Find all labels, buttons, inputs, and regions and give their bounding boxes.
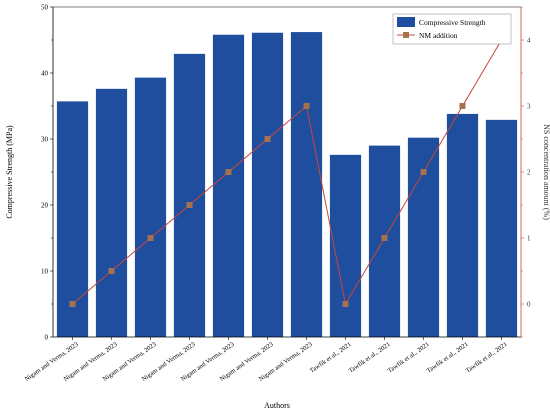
data-point <box>459 103 466 109</box>
y-tick-label: 40 <box>41 70 49 78</box>
data-point <box>108 268 115 274</box>
bar <box>56 101 89 337</box>
data-point <box>420 169 427 175</box>
data-point <box>342 301 349 307</box>
y2-tick-label: 4 <box>527 37 531 45</box>
x-tick-label: Tawfik et al., 2021 <box>387 341 431 375</box>
y-tick-label: 0 <box>45 334 49 342</box>
bar <box>134 77 167 338</box>
bar-group <box>56 32 518 338</box>
series-line <box>72 39 502 306</box>
y2-tick-label: 2 <box>527 169 531 177</box>
bar <box>173 53 206 338</box>
y-tick-label: 50 <box>41 4 49 12</box>
legend-bar-swatch <box>397 17 415 27</box>
data-point <box>264 136 271 142</box>
y-axis-label: Compressive Strength (MPa) <box>5 125 14 219</box>
line-series <box>69 37 505 307</box>
bar <box>407 137 440 337</box>
x-tick-label: Tawfik et al., 2021 <box>309 341 353 375</box>
legend-marker-swatch <box>403 32 409 38</box>
data-point <box>186 202 193 208</box>
bar <box>212 34 245 337</box>
x-tick-label: Tawfik et al., 2021 <box>348 341 392 375</box>
x-tick-label: Tawfik et al., 2021 <box>465 341 509 375</box>
legend: Compressive Strength NM addition <box>392 13 512 45</box>
data-point <box>69 301 76 307</box>
data-point <box>303 103 310 109</box>
y2-tick-label: 1 <box>527 235 531 243</box>
bar <box>368 145 401 337</box>
bar <box>329 154 362 337</box>
bar <box>290 32 323 338</box>
legend-label-line: NM addition <box>419 31 458 40</box>
bar <box>95 88 128 337</box>
data-point <box>147 235 154 241</box>
x-tick-label: Tawfik et al., 2021 <box>426 341 470 375</box>
data-point <box>225 169 232 175</box>
y-tick-label: 20 <box>41 202 49 210</box>
bar <box>251 32 284 338</box>
y2-tick-label: 3 <box>527 103 531 111</box>
bar <box>446 113 479 337</box>
data-point <box>381 235 388 241</box>
x-axis-label: Authors <box>264 401 290 410</box>
y2-tick-label: 0 <box>527 301 531 309</box>
legend-label-bars: Compressive Strength <box>419 18 486 27</box>
bar <box>485 119 518 337</box>
y-tick-label: 10 <box>41 268 49 276</box>
y-tick-label: 30 <box>41 136 49 144</box>
y2-axis-label: NS concentration amount (%) <box>542 124 550 220</box>
